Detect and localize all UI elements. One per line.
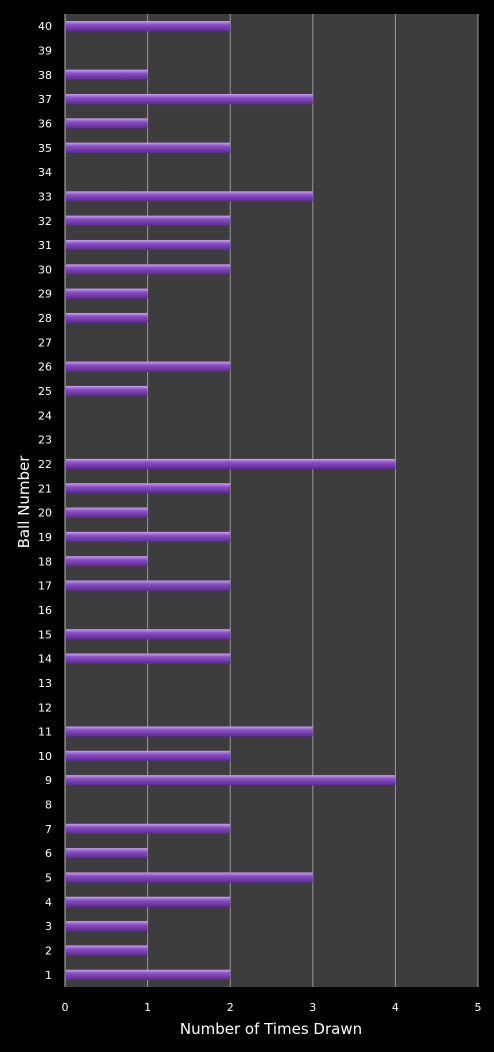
bar-ball-17 xyxy=(66,580,231,591)
x-tick-label: 3 xyxy=(309,1001,316,1014)
bar-ball-29 xyxy=(66,288,148,299)
y-tick-label: 22 xyxy=(38,458,52,471)
y-tick-label: 15 xyxy=(38,628,52,641)
y-tick-label: 20 xyxy=(38,507,52,520)
bar-ball-5 xyxy=(66,872,313,883)
y-tick-label: 39 xyxy=(38,44,52,57)
bar-ball-1 xyxy=(66,969,231,980)
y-tick-label: 8 xyxy=(45,799,52,812)
y-tick-label: 31 xyxy=(38,239,52,252)
bar-ball-30 xyxy=(66,264,231,275)
y-tick-label: 13 xyxy=(38,677,52,690)
y-tick-label: 25 xyxy=(38,385,52,398)
x-tick-label: 4 xyxy=(392,1001,399,1014)
y-tick-label: 6 xyxy=(45,847,52,860)
y-tick-label: 35 xyxy=(38,142,52,155)
x-tick-label: 0 xyxy=(62,1001,69,1014)
bar-ball-10 xyxy=(66,750,231,762)
y-tick-label: 19 xyxy=(38,531,52,544)
y-tick-label: 11 xyxy=(38,726,52,739)
y-tick-label: 28 xyxy=(38,312,52,325)
y-tick-label: 37 xyxy=(38,93,52,106)
y-tick-label: 5 xyxy=(45,872,52,885)
bar-ball-28 xyxy=(66,312,148,324)
y-tick-label: 29 xyxy=(38,288,52,301)
y-tick-label: 12 xyxy=(38,701,52,714)
x-tick-label: 5 xyxy=(475,1001,482,1014)
x-axis-title: Number of Times Drawn xyxy=(180,1020,362,1038)
bar-ball-15 xyxy=(66,629,231,640)
bar-ball-11 xyxy=(66,726,313,737)
bar-ball-6 xyxy=(66,848,148,859)
bar-ball-40 xyxy=(66,21,231,32)
bar-ball-22 xyxy=(66,458,396,470)
y-tick-label: 16 xyxy=(38,604,52,617)
y-tick-label: 1 xyxy=(45,969,52,982)
bar-ball-21 xyxy=(66,483,231,494)
y-tick-label: 33 xyxy=(38,190,52,203)
y-tick-label: 10 xyxy=(38,750,52,763)
y-tick-label: 3 xyxy=(45,920,52,933)
bar-ball-31 xyxy=(66,239,231,251)
y-tick-label: 38 xyxy=(38,69,52,82)
bar-ball-18 xyxy=(66,556,148,567)
bar-ball-26 xyxy=(66,361,231,372)
y-axis-title: Ball Number xyxy=(15,455,33,549)
y-tick-label: 30 xyxy=(38,263,52,276)
y-tick-label: 14 xyxy=(38,653,52,666)
x-tick-label: 1 xyxy=(144,1001,151,1014)
y-tick-label: 36 xyxy=(38,117,52,130)
y-tick-label: 40 xyxy=(38,20,52,33)
y-tick-label: 7 xyxy=(45,823,52,836)
y-tick-label: 34 xyxy=(38,166,52,179)
y-tick-label: 32 xyxy=(38,215,52,228)
y-tick-label: 4 xyxy=(45,896,52,909)
bar-ball-2 xyxy=(66,945,148,956)
bar-ball-36 xyxy=(66,118,148,129)
bar-ball-33 xyxy=(66,191,313,202)
bar-ball-37 xyxy=(66,94,313,105)
bar-ball-25 xyxy=(66,385,148,397)
bar-ball-20 xyxy=(66,507,148,518)
bar-ball-38 xyxy=(66,69,148,80)
bar-ball-32 xyxy=(66,215,231,226)
bar-ball-3 xyxy=(66,921,148,932)
x-tick-label: 2 xyxy=(227,1001,234,1014)
y-tick-label: 26 xyxy=(38,361,52,374)
bar-ball-7 xyxy=(66,823,231,834)
y-tick-label: 21 xyxy=(38,482,52,495)
bar-ball-19 xyxy=(66,531,231,543)
bar-ball-4 xyxy=(66,896,231,907)
bar-ball-35 xyxy=(66,142,231,153)
y-tick-label: 23 xyxy=(38,434,52,447)
y-tick-label: 18 xyxy=(38,555,52,568)
y-tick-label: 27 xyxy=(38,336,52,349)
y-tick-label: 24 xyxy=(38,409,52,422)
bar-ball-14 xyxy=(66,653,231,664)
y-tick-label: 17 xyxy=(38,580,52,593)
y-tick-label: 9 xyxy=(45,774,52,787)
bar-ball-9 xyxy=(66,775,396,786)
plot-area xyxy=(65,14,478,987)
y-tick-label: 2 xyxy=(45,945,52,958)
